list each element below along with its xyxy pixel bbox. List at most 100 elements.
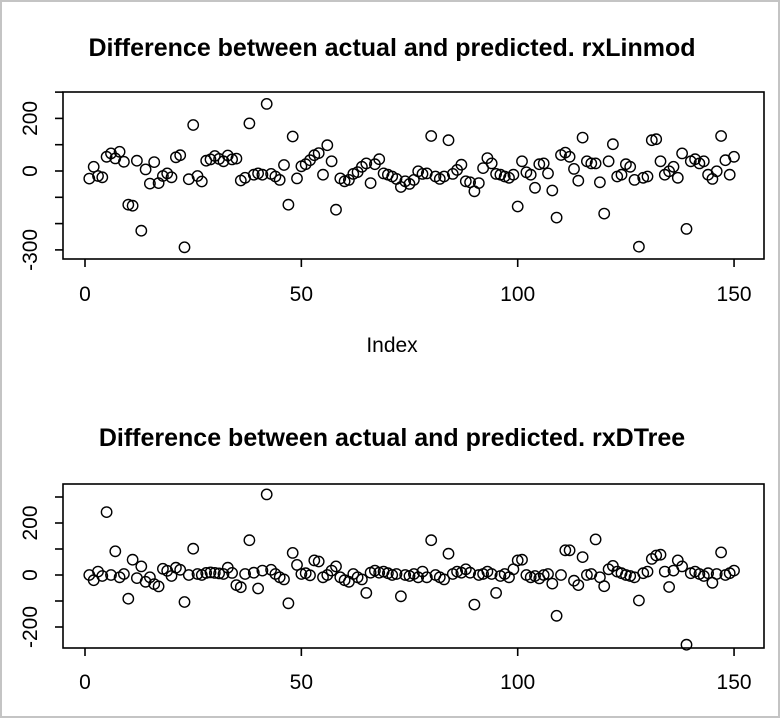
data-point: [373, 153, 386, 166]
data-point: [360, 157, 373, 170]
data-point: [130, 154, 143, 167]
data-point: [260, 488, 273, 501]
data-point: [589, 157, 602, 170]
data-point: [118, 155, 130, 168]
data-point: [217, 568, 230, 580]
data-point: [680, 638, 693, 651]
data-point: [537, 569, 550, 581]
y-tick-label: 200: [19, 101, 42, 136]
data-point: [589, 533, 602, 546]
data-point: [715, 130, 727, 142]
data-point: [563, 544, 576, 557]
data-point: [425, 534, 438, 547]
data-point: [122, 198, 135, 211]
y-tick-label: -200: [19, 606, 42, 648]
data-point: [576, 551, 589, 563]
data-point: [135, 224, 148, 237]
data-point: [615, 168, 628, 181]
data-point: [282, 198, 295, 211]
x-tick-label: 150: [717, 671, 752, 694]
data-point: [524, 168, 537, 181]
data-point: [550, 211, 563, 224]
data-point: [109, 545, 122, 558]
data-point: [239, 568, 252, 580]
x-tick-label: 0: [79, 283, 91, 306]
data-point: [178, 596, 191, 608]
data-point: [143, 177, 156, 190]
data-point: [100, 506, 113, 518]
data-point: [355, 573, 368, 586]
x-tick-label: 50: [290, 671, 313, 694]
data-point: [390, 568, 403, 580]
data-point: [507, 168, 520, 181]
data-point: [568, 162, 580, 175]
data-point: [529, 181, 541, 194]
data-point: [511, 200, 524, 213]
rxlinmod-scatter-plot: 0 50 100 150 200 0 -300: [19, 91, 765, 306]
data-point: [165, 171, 178, 184]
data-point: [442, 547, 455, 560]
data-point: [442, 134, 455, 147]
data-point: [658, 565, 671, 578]
data-point: [581, 569, 593, 581]
y-tick-label: 0: [19, 165, 42, 177]
data-point: [96, 570, 109, 582]
x-tick-label: 150: [717, 283, 752, 306]
data-point: [286, 547, 299, 559]
data-point: [187, 542, 200, 555]
data-point: [208, 567, 221, 579]
data-point: [182, 569, 195, 581]
data-point: [490, 167, 502, 180]
data-point: [723, 168, 736, 181]
data-point: [312, 555, 325, 568]
data-point: [676, 147, 688, 160]
data-point: [455, 158, 468, 171]
data-point: [641, 170, 654, 183]
x-axis-label: Index: [366, 334, 418, 357]
data-point: [364, 177, 377, 190]
data-point: [654, 548, 667, 561]
data-point: [126, 553, 139, 566]
data-point: [633, 594, 645, 607]
data-point: [654, 155, 667, 168]
data-point: [697, 155, 710, 168]
y-tick-label: 0: [19, 569, 42, 581]
data-point: [282, 597, 295, 610]
data-point: [602, 155, 615, 168]
data-point: [542, 568, 554, 580]
data-point: [650, 549, 663, 562]
data-point: [485, 157, 498, 170]
data-point: [83, 172, 96, 185]
data-point: [330, 560, 342, 573]
data-point: [152, 580, 165, 593]
data-point: [425, 130, 438, 142]
data-point: [278, 159, 290, 171]
data-point: [174, 563, 187, 576]
data-point: [598, 207, 611, 220]
data-point: [148, 156, 161, 169]
data-point: [386, 569, 399, 581]
data-point: [243, 534, 256, 547]
rxlinmod-title: Difference between actual and predicted.…: [88, 34, 696, 62]
x-tick-label: 100: [500, 283, 535, 306]
data-point: [373, 566, 386, 579]
data-point: [226, 567, 239, 579]
data-point: [464, 566, 476, 579]
data-point: [641, 565, 654, 578]
data-point: [563, 150, 576, 163]
data-point: [620, 569, 632, 581]
data-point: [572, 174, 585, 187]
data-point: [438, 170, 450, 183]
data-point: [226, 153, 239, 166]
x-tick-label: 100: [500, 671, 535, 694]
data-point: [291, 172, 303, 185]
data-point: [568, 574, 580, 587]
data-point: [230, 152, 243, 165]
plot-box: [62, 91, 765, 260]
data-point: [490, 587, 502, 599]
data-point: [304, 569, 316, 582]
data-point: [645, 134, 658, 147]
data-point: [533, 158, 546, 171]
data-point: [139, 163, 152, 176]
